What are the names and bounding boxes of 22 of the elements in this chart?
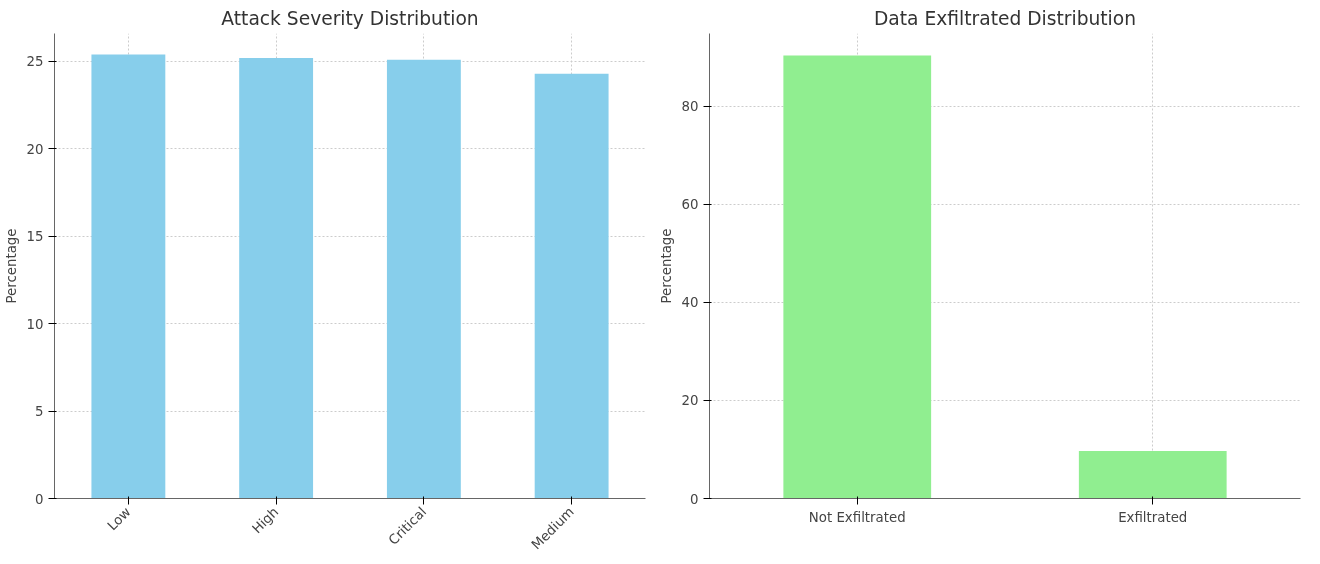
- y-tick-label: 25: [26, 54, 44, 70]
- chart-title: Data Exfiltrated Distribution: [873, 7, 1137, 29]
- chart-title: Attack Severity Distribution: [221, 7, 479, 29]
- bar: [91, 54, 166, 499]
- y-tick-label: 5: [35, 404, 44, 420]
- y-tick-label: 80: [681, 99, 699, 115]
- bar: [534, 73, 609, 499]
- x-tick-label: Not Exfiltrated: [808, 509, 906, 525]
- y-tick-label: 15: [26, 229, 44, 245]
- bar: [239, 57, 314, 499]
- y-tick-label: 20: [26, 141, 44, 157]
- y-tick-label: 20: [681, 393, 699, 409]
- y-tick-label: 0: [35, 491, 44, 507]
- y-tick-label: 40: [681, 295, 699, 311]
- y-axis-title: Percentage: [3, 228, 19, 304]
- x-tick-label: Low: [104, 504, 134, 534]
- y-tick-label: 60: [681, 197, 699, 213]
- bar: [386, 59, 461, 499]
- y-axis-title: Percentage: [658, 228, 674, 304]
- y-tick-label: 10: [26, 316, 44, 332]
- x-tick-label: Exfiltrated: [1118, 509, 1188, 525]
- y-tick-label: 0: [690, 491, 699, 507]
